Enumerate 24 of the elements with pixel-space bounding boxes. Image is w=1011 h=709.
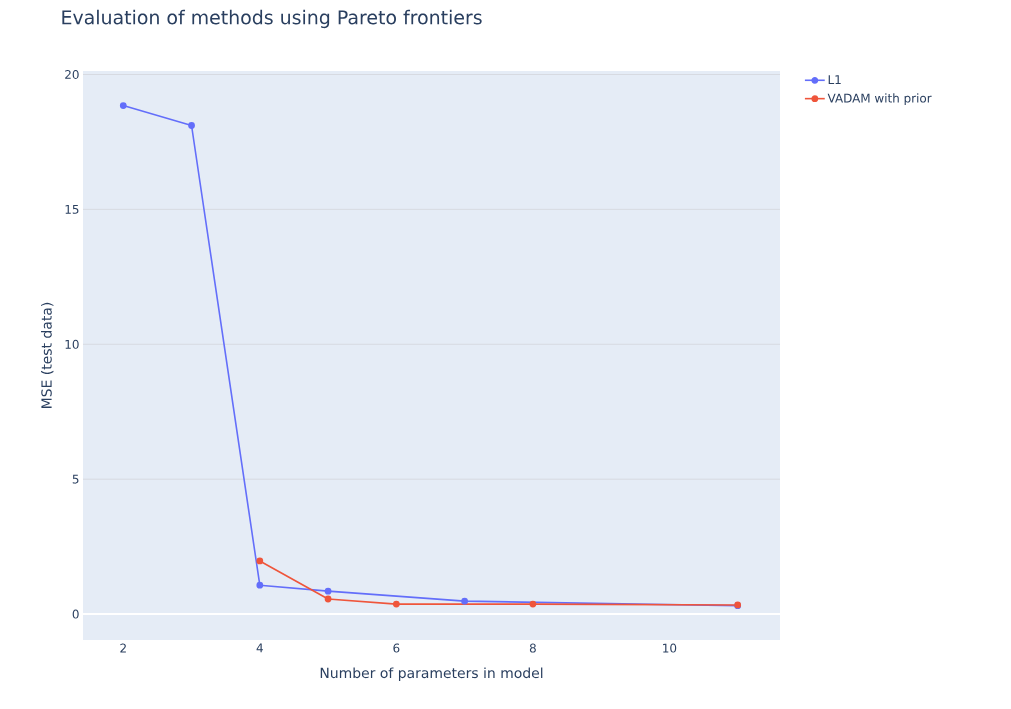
x-tick-label: 10 [663,643,677,653]
legend-label: VADAM with prior [827,93,932,105]
y-tick-label: 10 [65,339,79,349]
x-tick-label: 8 [529,643,536,653]
point [256,581,264,589]
x-tick-label: 4 [256,643,263,653]
point [529,600,537,608]
point [324,595,332,603]
point [119,102,127,109]
y-axis-title: MSE (test data) [41,302,54,408]
point [256,557,264,565]
point [392,600,400,608]
y-tick-label: 5 [72,474,79,484]
x-axis-title: Number of parameters in model [320,667,543,681]
point [461,597,468,605]
chart-title: Evaluation of methods using Pareto frontiers [62,9,482,29]
y-tick-label: 0 [72,609,79,619]
point [324,587,332,595]
y-tick-label: 20 [65,69,79,80]
x-tick-label: 2 [120,643,126,653]
x-tick-label: 6 [393,643,400,653]
point [188,122,195,129]
y-tick-label: 15 [65,204,79,214]
legend-label: L1 [828,75,841,84]
